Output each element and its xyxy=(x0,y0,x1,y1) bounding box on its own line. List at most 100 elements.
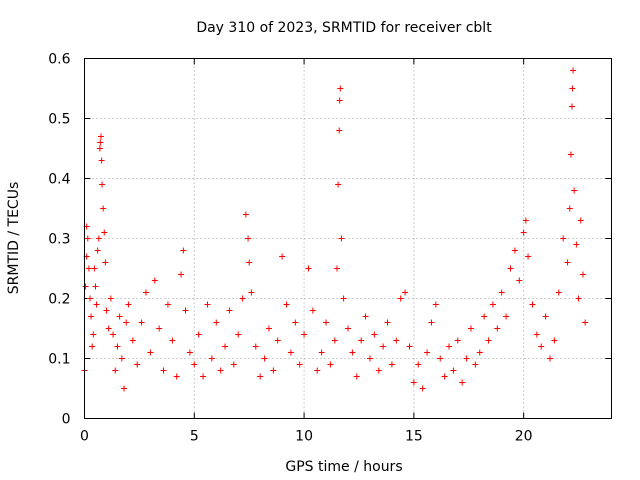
data-point xyxy=(222,343,229,350)
data-point xyxy=(257,373,264,380)
data-point xyxy=(582,319,589,326)
data-point xyxy=(366,355,373,362)
data-point xyxy=(353,373,360,380)
data-point xyxy=(566,205,573,212)
data-point xyxy=(579,271,586,278)
data-point xyxy=(156,325,163,332)
data-point xyxy=(305,265,312,272)
data-point xyxy=(336,97,343,104)
data-point xyxy=(567,151,574,158)
data-point xyxy=(362,313,369,320)
x-tick-label: 15 xyxy=(405,429,423,445)
data-point xyxy=(248,289,255,296)
data-point xyxy=(467,325,474,332)
data-point xyxy=(529,301,536,308)
grid-lines xyxy=(84,58,612,419)
data-point xyxy=(99,181,106,188)
data-point xyxy=(560,235,567,242)
data-point xyxy=(503,313,510,320)
data-point xyxy=(116,313,123,320)
data-point xyxy=(345,325,351,332)
data-point xyxy=(191,361,198,368)
data-point xyxy=(90,331,97,338)
data-point xyxy=(437,355,444,362)
data-point xyxy=(91,265,98,272)
data-point xyxy=(94,247,101,254)
data-point xyxy=(208,355,215,362)
data-point xyxy=(107,295,114,302)
data-point xyxy=(520,229,527,236)
data-point xyxy=(375,367,382,374)
data-point xyxy=(82,283,89,290)
data-point xyxy=(419,385,426,392)
y-tick-label: 0.2 xyxy=(48,292,70,308)
y-axis-label: SRMTID / TECUs xyxy=(6,182,22,295)
data-point xyxy=(235,331,242,338)
data-point xyxy=(147,349,154,356)
data-point xyxy=(173,373,180,380)
data-point xyxy=(393,337,400,344)
data-point xyxy=(481,313,488,320)
x-tick-label: 5 xyxy=(190,429,199,445)
data-point xyxy=(358,337,365,344)
data-point xyxy=(103,307,110,314)
data-point xyxy=(571,187,578,194)
data-point xyxy=(85,265,92,272)
data-point xyxy=(338,235,345,242)
data-point xyxy=(195,331,202,338)
data-point xyxy=(564,259,571,266)
y-tick-label: 0.3 xyxy=(48,232,70,248)
data-point xyxy=(454,337,461,344)
data-point xyxy=(169,337,176,344)
data-point xyxy=(160,367,167,374)
data-point xyxy=(349,349,356,356)
data-point xyxy=(380,343,387,350)
x-axis-label: GPS time / hours xyxy=(285,459,402,475)
data-point xyxy=(123,319,130,326)
data-point xyxy=(314,367,321,374)
data-point xyxy=(97,139,104,146)
data-point xyxy=(92,283,99,290)
y-tick-label: 0.5 xyxy=(48,112,70,128)
data-point xyxy=(84,235,91,242)
data-point xyxy=(129,337,136,344)
data-point xyxy=(507,265,514,272)
data-point xyxy=(125,301,132,308)
data-point xyxy=(498,289,505,296)
data-point xyxy=(151,277,158,284)
data-point xyxy=(340,295,347,302)
data-point xyxy=(415,361,422,368)
data-point xyxy=(402,289,409,296)
data-point xyxy=(551,337,558,344)
data-point xyxy=(270,367,277,374)
data-point xyxy=(279,253,286,260)
data-point xyxy=(217,367,224,374)
data-point xyxy=(226,307,233,314)
data-point xyxy=(459,379,466,386)
data-point xyxy=(450,367,457,374)
data-point xyxy=(134,361,141,368)
data-point xyxy=(410,379,417,386)
data-point xyxy=(538,343,545,350)
data-point xyxy=(542,313,549,320)
data-point xyxy=(252,343,259,350)
data-point xyxy=(283,301,290,308)
data-point xyxy=(121,385,128,392)
data-point xyxy=(323,319,330,326)
data-point xyxy=(178,271,185,278)
data-point xyxy=(114,343,121,350)
data-point xyxy=(547,355,554,362)
data-point xyxy=(334,265,341,272)
data-point xyxy=(485,337,492,344)
x-tick-label: 10 xyxy=(295,429,313,445)
data-point xyxy=(570,67,577,74)
data-point xyxy=(93,301,100,308)
data-point xyxy=(274,337,281,344)
data-point xyxy=(432,301,439,308)
data-point xyxy=(102,259,109,266)
data-point xyxy=(472,361,479,368)
plot-frame xyxy=(84,58,612,419)
data-point xyxy=(239,295,246,302)
data-point xyxy=(97,133,104,140)
y-tick-label: 0 xyxy=(62,412,71,428)
